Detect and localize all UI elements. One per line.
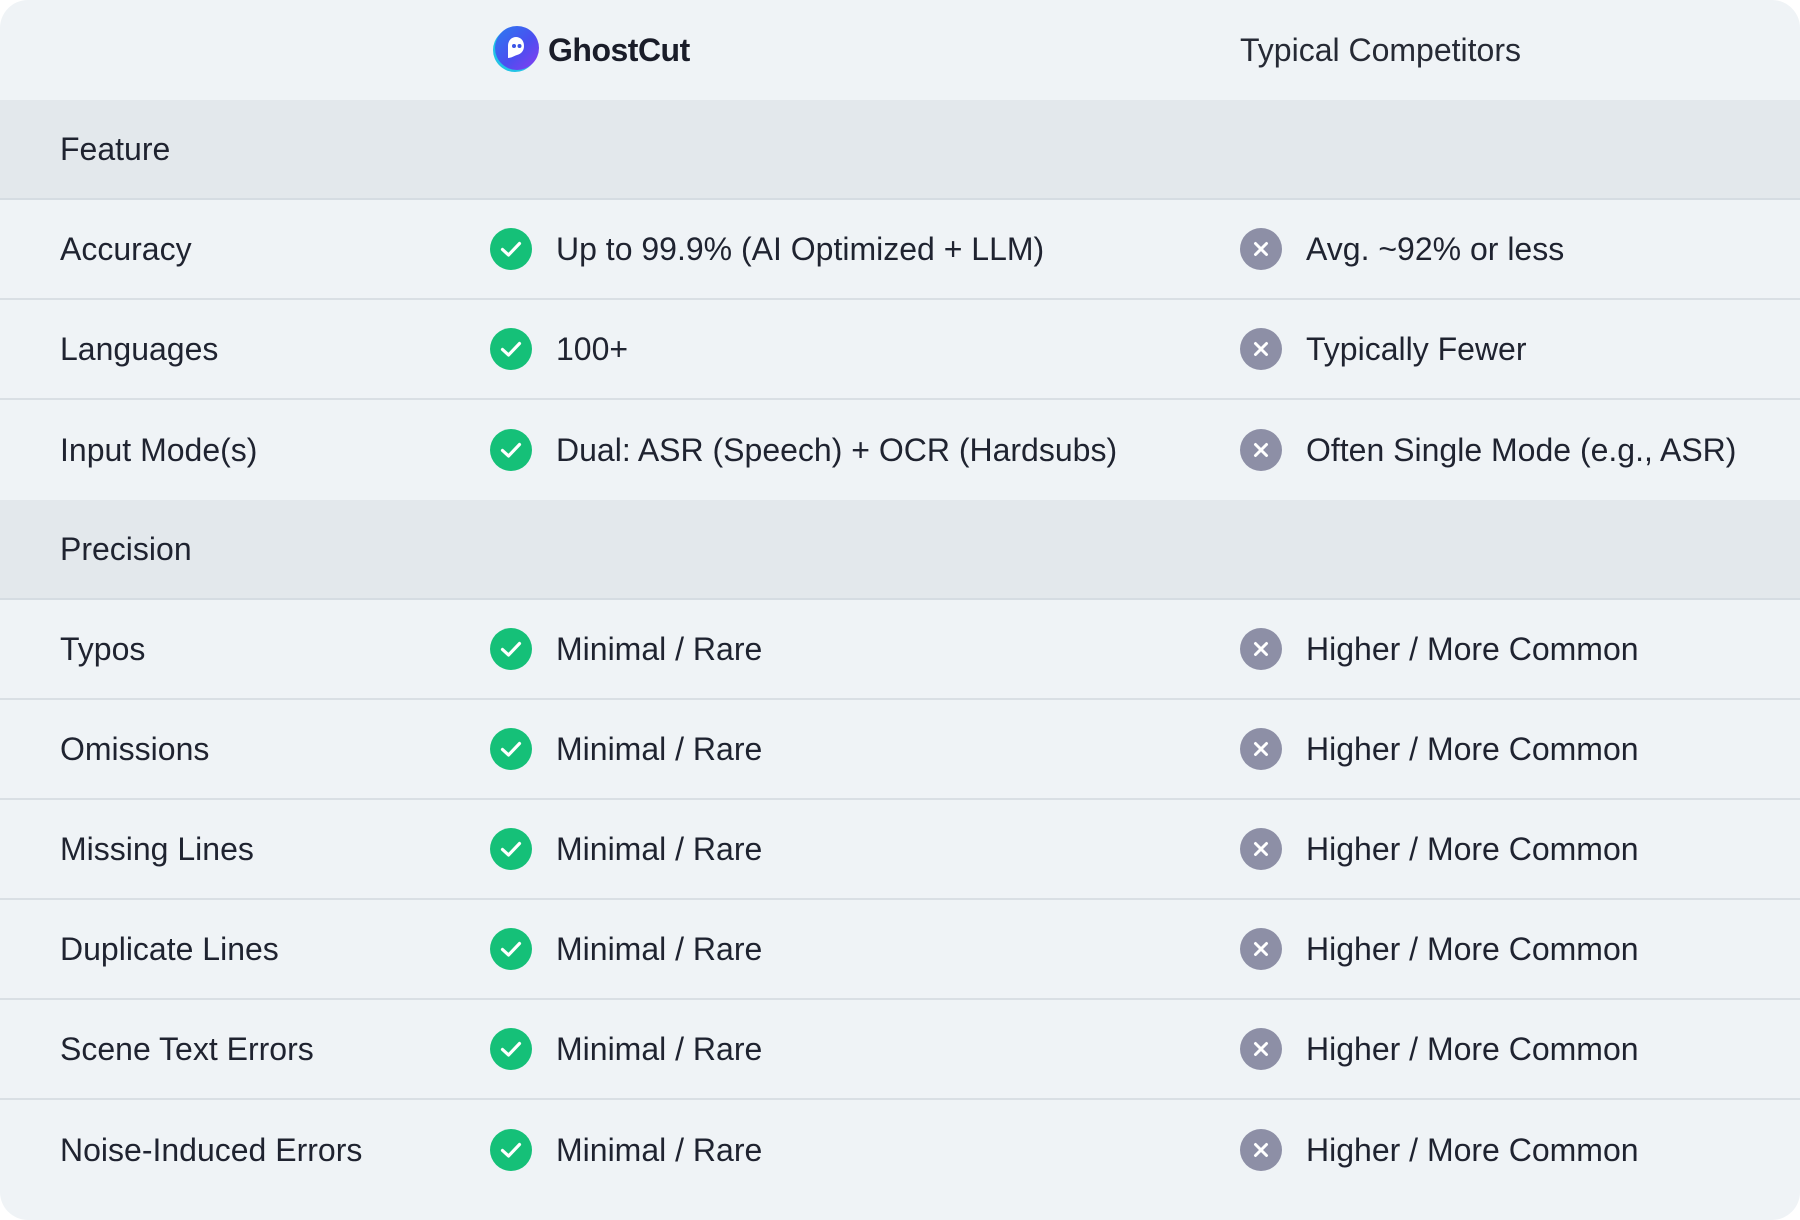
check-icon [490, 628, 532, 670]
competitor-value: Higher / More Common [1306, 730, 1639, 767]
row-label: Languages [60, 330, 219, 367]
ghostcut-logo: GhostCut [490, 25, 690, 75]
competitor-column-header: Typical Competitors [1240, 0, 1800, 100]
row-label: Noise-Induced Errors [60, 1131, 363, 1168]
section-header-precision: Precision [0, 500, 1800, 600]
table-row: Accuracy Up to 99.9% (AI Optimized + LLM… [0, 200, 1800, 300]
ghostcut-value: Up to 99.9% (AI Optimized + LLM) [556, 230, 1045, 267]
competitor-value: Higher / More Common [1306, 1131, 1639, 1168]
close-icon [1240, 928, 1282, 970]
close-icon [1240, 429, 1282, 471]
table-row: Duplicate Lines Minimal / Rare Higher / … [0, 900, 1800, 1000]
ghost-logo-icon [493, 26, 539, 72]
ghostcut-value: Minimal / Rare [556, 930, 763, 967]
brand-name: GhostCut [548, 31, 690, 68]
close-icon [1240, 228, 1282, 270]
table-row: Noise-Induced Errors Minimal / Rare High… [0, 1100, 1800, 1200]
competitor-value: Avg. ~92% or less [1306, 230, 1565, 267]
section-title: Precision [60, 530, 192, 567]
close-icon [1240, 628, 1282, 670]
competitor-header-label: Typical Competitors [1240, 31, 1521, 68]
ghostcut-value: 100+ [556, 330, 629, 367]
row-label: Accuracy [60, 230, 192, 267]
row-label: Omissions [60, 730, 210, 767]
ghostcut-value: Minimal / Rare [556, 1030, 763, 1067]
table-row: Scene Text Errors Minimal / Rare Higher … [0, 1000, 1800, 1100]
row-label: Typos [60, 630, 146, 667]
section-header-feature: Feature [0, 100, 1800, 200]
check-icon [490, 1028, 532, 1070]
row-label: Duplicate Lines [60, 930, 279, 967]
ghostcut-value: Minimal / Rare [556, 830, 763, 867]
table-row: Missing Lines Minimal / Rare Higher / Mo… [0, 800, 1800, 900]
check-icon [490, 429, 532, 471]
close-icon [1240, 1129, 1282, 1171]
row-label: Input Mode(s) [60, 431, 258, 468]
ghostcut-value: Minimal / Rare [556, 730, 763, 767]
table-row: Omissions Minimal / Rare Higher / More C… [0, 700, 1800, 800]
check-icon [490, 1129, 532, 1171]
table-row: Typos Minimal / Rare Higher / More Commo… [0, 600, 1800, 700]
row-label: Scene Text Errors [60, 1030, 314, 1067]
competitor-value: Higher / More Common [1306, 830, 1639, 867]
ghostcut-column-header: GhostCut [490, 0, 1230, 100]
competitor-value: Higher / More Common [1306, 1030, 1639, 1067]
competitor-value: Often Single Mode (e.g., ASR) [1306, 431, 1737, 468]
competitor-value: Higher / More Common [1306, 930, 1639, 967]
close-icon [1240, 728, 1282, 770]
ghostcut-value: Dual: ASR (Speech) + OCR (Hardsubs) [556, 431, 1118, 468]
check-icon [490, 228, 532, 270]
table-header: GhostCut Typical Competitors [0, 0, 1800, 100]
check-icon [490, 828, 532, 870]
table-row: Languages 100+ Typically Fewer [0, 300, 1800, 400]
check-icon [490, 328, 532, 370]
row-label: Missing Lines [60, 830, 254, 867]
check-icon [490, 728, 532, 770]
competitor-value: Typically Fewer [1306, 330, 1527, 367]
ghostcut-value: Minimal / Rare [556, 1131, 763, 1168]
competitor-value: Higher / More Common [1306, 630, 1639, 667]
ghostcut-value: Minimal / Rare [556, 630, 763, 667]
table-row: Input Mode(s) Dual: ASR (Speech) + OCR (… [0, 400, 1800, 500]
check-icon [490, 928, 532, 970]
section-title: Feature [60, 130, 171, 167]
close-icon [1240, 1028, 1282, 1070]
close-icon [1240, 328, 1282, 370]
close-icon [1240, 828, 1282, 870]
